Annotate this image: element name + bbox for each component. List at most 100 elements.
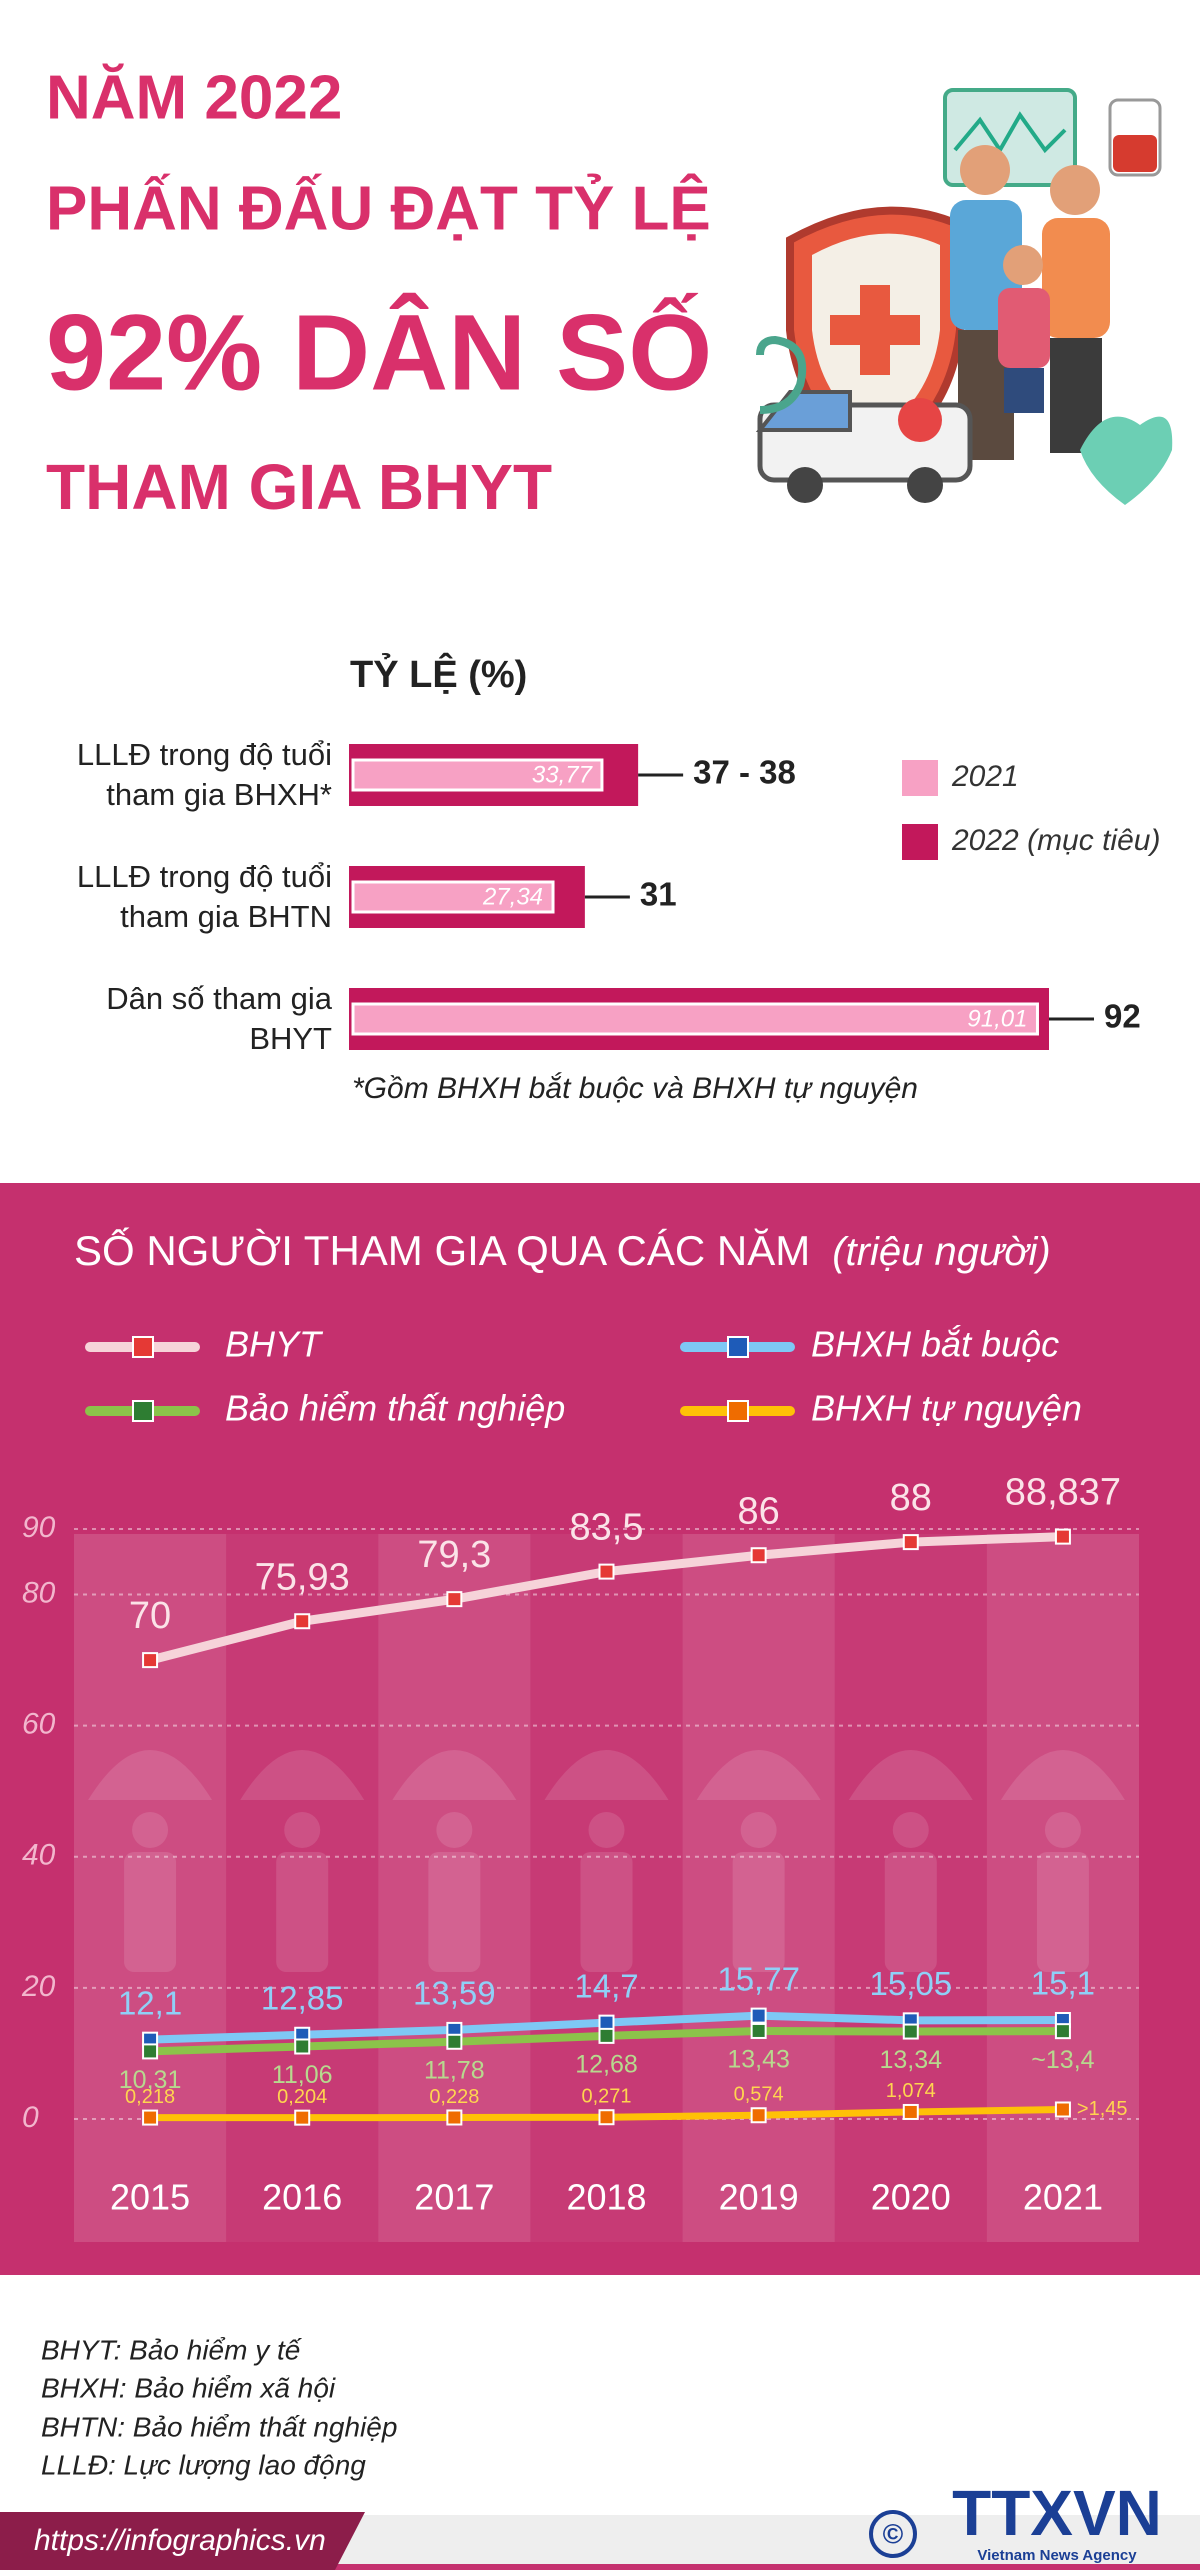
person bbox=[1042, 218, 1110, 338]
bar-actual bbox=[351, 758, 604, 792]
figure-body bbox=[1036, 1852, 1089, 1972]
data-label: 13,43 bbox=[727, 2046, 790, 2074]
data-label: 79,3 bbox=[417, 1534, 491, 1576]
legend-label: BHXH bắt buộc bbox=[811, 1324, 1059, 1365]
category-label-box: LLLĐ trong độ tuổi tham gia BHXH* bbox=[77, 737, 332, 812]
x-tick-label: 2019 bbox=[719, 2177, 799, 2218]
wheel bbox=[787, 467, 823, 503]
data-label: 0,228 bbox=[429, 2086, 479, 2108]
title-line: THAM GIA BHYT bbox=[46, 451, 552, 523]
x-tick-label: 2020 bbox=[871, 2177, 951, 2218]
series-marker bbox=[294, 2109, 311, 2126]
legend-swatch bbox=[902, 824, 938, 860]
x-tick-label: 2017 bbox=[414, 2177, 494, 2218]
notes: BHYT: Bảo hiểm y tế BHXH: Bảo hiểm xã hộ… bbox=[41, 2334, 397, 2480]
data-label: 0,574 bbox=[734, 2084, 784, 2106]
data-label: 13,59 bbox=[413, 1975, 496, 2012]
series-marker bbox=[750, 1547, 767, 1564]
legend-label: 2021 bbox=[951, 760, 1019, 793]
series-marker bbox=[598, 2109, 615, 2126]
data-label: 15,05 bbox=[869, 1965, 952, 2002]
series-marker bbox=[598, 2027, 615, 2044]
x-tick-label: 2016 bbox=[262, 2177, 342, 2218]
line-chart-subtitle: (triệu người) bbox=[832, 1230, 1050, 1274]
note: LLLĐ: Lực lượng lao động bbox=[41, 2449, 366, 2480]
legend-label: 2022 (mục tiêu) bbox=[951, 824, 1160, 857]
data-label: 11,78 bbox=[424, 2056, 485, 2084]
data-label: 83,5 bbox=[570, 1507, 644, 1549]
line-chart-title-text: SỐ NGƯỜI THAM GIA QUA CÁC NĂM bbox=[74, 1226, 810, 1274]
y-tick-label: 90 bbox=[22, 1511, 56, 1544]
note: BHXH: Bảo hiểm xã hội bbox=[41, 2372, 336, 2403]
bar-chart-note: *Gồm BHXH bắt buộc và BHXH tự nguyện bbox=[352, 1072, 918, 1105]
series-marker bbox=[446, 2109, 463, 2126]
series-marker bbox=[142, 2043, 159, 2060]
bar-actual-label: 91,01 bbox=[967, 1005, 1027, 1032]
bar-actual bbox=[351, 880, 555, 914]
bar-chart: LLLĐ trong độ tuổi tham gia BHXH* 33,77 37… bbox=[77, 737, 1161, 1056]
series-marker bbox=[902, 2023, 919, 2040]
person-legs bbox=[1004, 368, 1044, 413]
bar-chart-title: TỶ LỆ (%) bbox=[350, 652, 527, 696]
category-label-box: LLLĐ trong độ tuổi tham gia BHTN bbox=[77, 859, 332, 934]
bar-actual-label: 33,77 bbox=[532, 761, 594, 788]
legend-label: BHYT bbox=[225, 1324, 324, 1365]
bar-actual bbox=[351, 1002, 1039, 1036]
category-label-box: Dân số tham gia BHYT bbox=[106, 981, 332, 1056]
figure-head bbox=[284, 1812, 321, 1848]
umbrella bbox=[544, 1750, 669, 1800]
bar-actual-label: 27,34 bbox=[482, 883, 543, 910]
data-label: 13,34 bbox=[880, 2046, 943, 2074]
data-label: >1,45 bbox=[1077, 2098, 1128, 2120]
figure-body bbox=[732, 1852, 785, 1972]
data-label: 75,93 bbox=[255, 1556, 350, 1598]
stethoscope bbox=[756, 335, 807, 414]
figure-body bbox=[124, 1852, 177, 1972]
source-box bbox=[0, 2512, 365, 2570]
source-url: https://infographics.vn bbox=[34, 2524, 326, 2557]
line-section-background bbox=[0, 1183, 1200, 2275]
wheel bbox=[907, 467, 943, 503]
legend-label: Bảo hiểm thất nghiệp bbox=[225, 1388, 565, 1429]
column bbox=[834, 1534, 987, 2242]
data-label: 0,271 bbox=[581, 2086, 631, 2108]
data-label: 88 bbox=[890, 1477, 932, 1519]
x-tick-label: 2015 bbox=[110, 2177, 190, 2218]
series-marker bbox=[598, 2014, 615, 2031]
figure-body bbox=[428, 1852, 481, 1972]
series-marker bbox=[902, 1534, 919, 1551]
data-label: 15,1 bbox=[1031, 1965, 1095, 2002]
line-chart: 2015 2016 2017 2018 2019 2020 2021 0 20 40 60 80 90 7… bbox=[21, 1324, 1139, 2242]
series-marker bbox=[446, 1591, 463, 1608]
series-marker bbox=[142, 1652, 159, 1669]
series-marker bbox=[750, 2107, 767, 2124]
umbrella bbox=[240, 1750, 365, 1800]
title-line: 92% DÂN SỐ bbox=[46, 292, 712, 413]
data-label: 0,218 bbox=[125, 2086, 175, 2108]
bar-target-label: 37 - 38 bbox=[693, 754, 796, 791]
title-line: NĂM 2022 bbox=[46, 63, 342, 132]
data-label: 1,074 bbox=[886, 2080, 936, 2102]
heart bbox=[1080, 416, 1173, 505]
figure-head bbox=[740, 1812, 777, 1848]
legend-marker bbox=[727, 1336, 749, 1358]
y-tick-label: 40 bbox=[22, 1839, 56, 1872]
series-marker bbox=[750, 2007, 767, 2024]
data-label: 12,85 bbox=[261, 1979, 344, 2016]
legend-marker bbox=[132, 1400, 154, 1422]
blood bbox=[1113, 135, 1157, 172]
figure-body bbox=[580, 1852, 633, 1972]
category-label: Dân số tham gia BHYT bbox=[106, 981, 332, 1056]
y-tick-label: 0 bbox=[22, 2101, 39, 2134]
figure-head bbox=[436, 1812, 473, 1848]
figure-body bbox=[276, 1852, 329, 1972]
x-tick-label: 2018 bbox=[566, 2177, 646, 2218]
umbrella bbox=[1000, 1750, 1125, 1800]
head bbox=[1003, 245, 1043, 285]
data-label: 88,837 bbox=[1005, 1472, 1121, 1514]
data-label: 14,7 bbox=[574, 1967, 638, 2004]
legend-label: BHXH tự nguyện bbox=[811, 1388, 1082, 1429]
umbrella bbox=[848, 1750, 973, 1800]
person bbox=[998, 288, 1050, 368]
x-tick-label: 2021 bbox=[1023, 2177, 1103, 2218]
